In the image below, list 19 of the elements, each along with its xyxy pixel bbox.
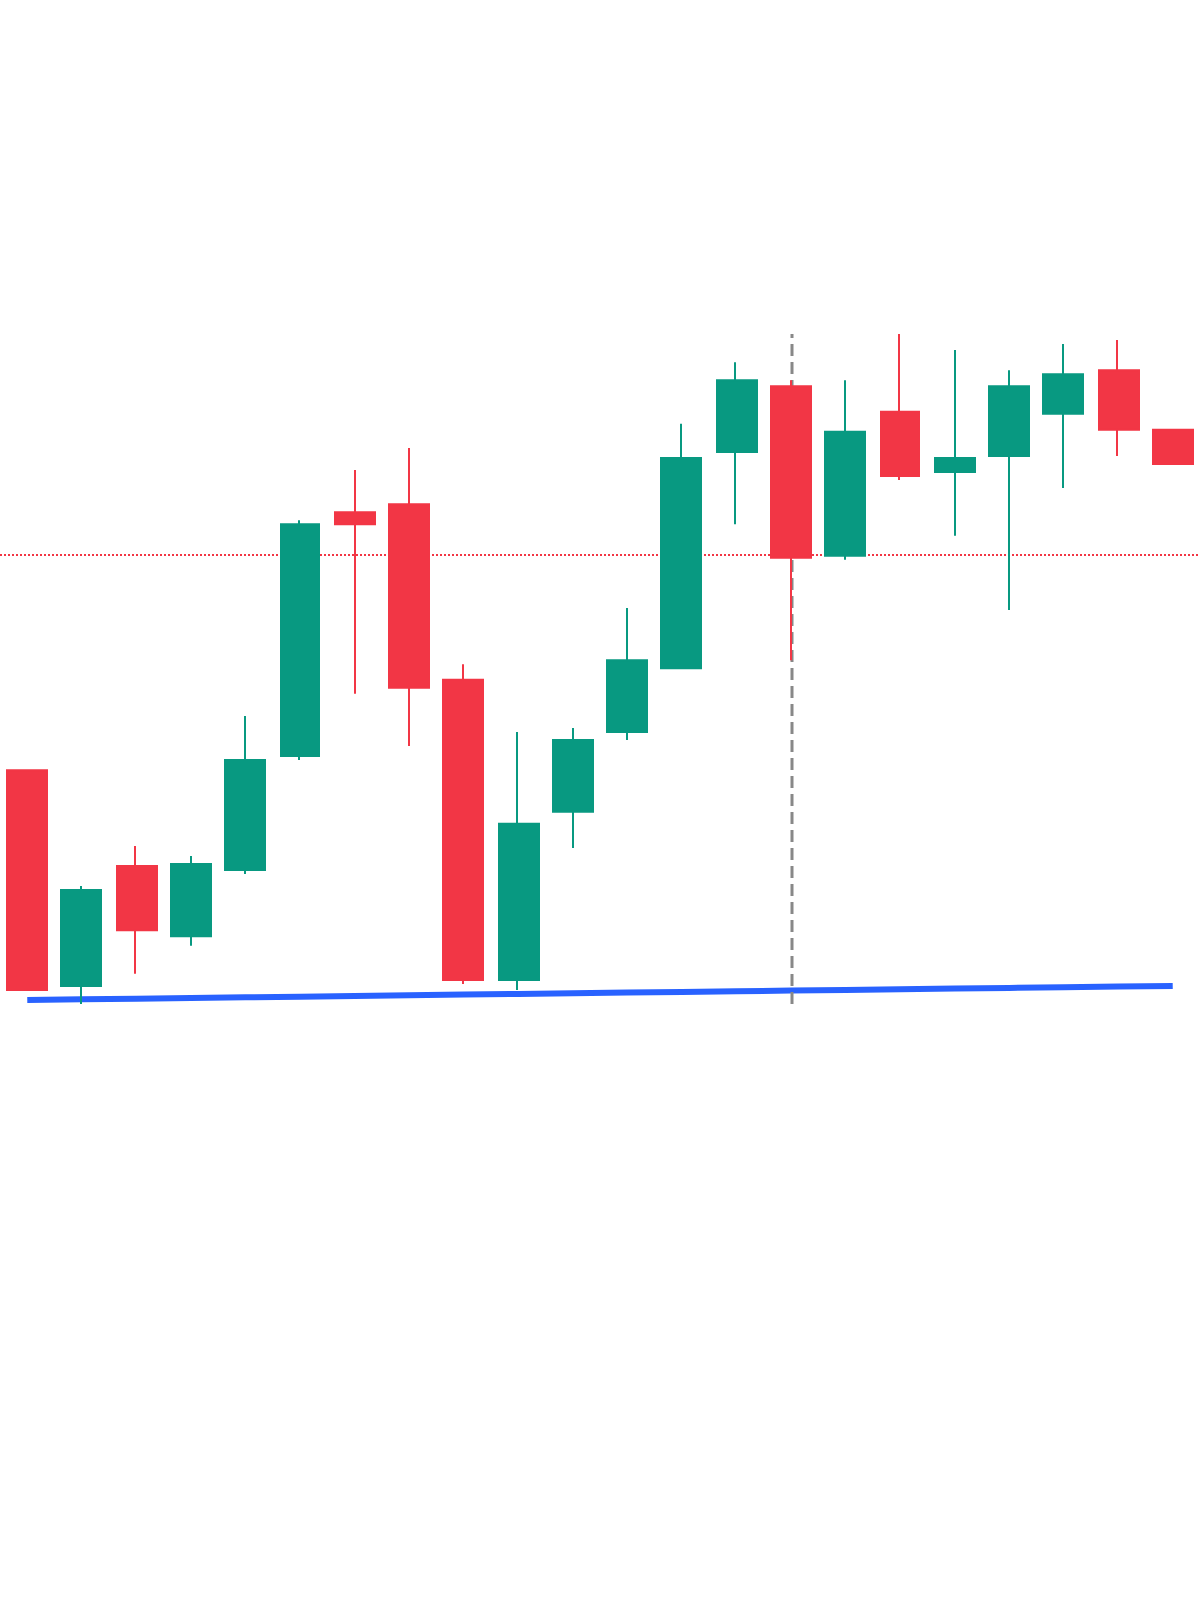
candlestick bbox=[498, 730, 540, 991]
candlestick bbox=[934, 349, 976, 537]
candlestick bbox=[988, 369, 1030, 612]
candlestick bbox=[660, 422, 702, 670]
candlestick bbox=[170, 854, 212, 947]
candlestick bbox=[60, 885, 102, 1005]
candlestick bbox=[280, 519, 320, 762]
candlestick bbox=[116, 844, 158, 975]
candlestick bbox=[1098, 339, 1140, 457]
candlestick bbox=[1042, 343, 1084, 490]
candlestick bbox=[552, 726, 594, 849]
candlestick bbox=[1152, 428, 1194, 465]
candlestick bbox=[716, 361, 758, 526]
candlestick bbox=[880, 333, 920, 482]
candlestick bbox=[6, 769, 48, 991]
candlestick bbox=[824, 379, 866, 561]
candlestick bbox=[224, 714, 266, 876]
candlestick bbox=[442, 663, 484, 985]
candlestick bbox=[606, 607, 648, 742]
